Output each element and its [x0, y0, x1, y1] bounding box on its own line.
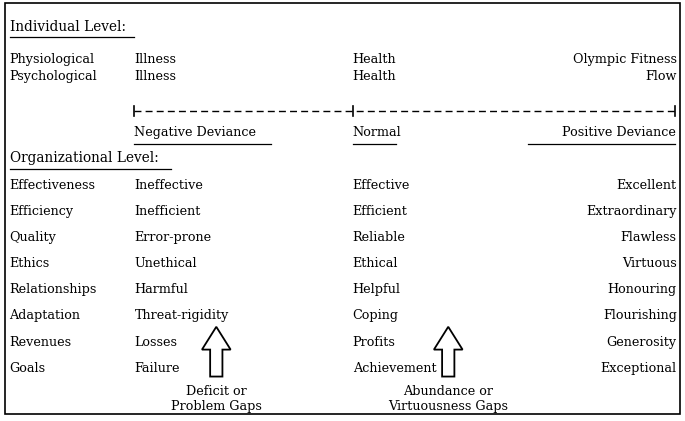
Text: Flow: Flow: [645, 70, 677, 83]
Text: Physiological: Physiological: [10, 53, 95, 66]
Text: Abundance or
Virtuousness Gaps: Abundance or Virtuousness Gaps: [388, 385, 508, 413]
Text: Reliable: Reliable: [353, 231, 406, 244]
Text: Effective: Effective: [353, 179, 410, 192]
Text: Adaptation: Adaptation: [10, 309, 81, 322]
Text: Efficient: Efficient: [353, 205, 408, 218]
Text: Ethics: Ethics: [10, 257, 50, 270]
Text: Ethical: Ethical: [353, 257, 398, 270]
Text: Profits: Profits: [353, 336, 396, 349]
Text: Health: Health: [353, 53, 397, 66]
Text: Error-prone: Error-prone: [134, 231, 212, 244]
Text: Illness: Illness: [134, 53, 177, 66]
FancyBboxPatch shape: [5, 3, 680, 414]
Text: Individual Level:: Individual Level:: [10, 20, 125, 34]
Polygon shape: [434, 327, 462, 376]
Text: Health: Health: [353, 70, 397, 83]
Text: Unethical: Unethical: [134, 257, 197, 270]
Text: Normal: Normal: [353, 126, 401, 139]
Text: Positive Deviance: Positive Deviance: [562, 126, 675, 139]
Text: Deficit or
Problem Gaps: Deficit or Problem Gaps: [171, 385, 262, 413]
Text: Flourishing: Flourishing: [603, 309, 677, 322]
Text: Losses: Losses: [134, 336, 177, 349]
Text: Effectiveness: Effectiveness: [10, 179, 96, 192]
Text: Ineffective: Ineffective: [134, 179, 203, 192]
Text: Coping: Coping: [353, 309, 399, 322]
Text: Helpful: Helpful: [353, 283, 401, 296]
Text: Extraordinary: Extraordinary: [586, 205, 677, 218]
Text: Quality: Quality: [10, 231, 56, 244]
Text: Harmful: Harmful: [134, 283, 188, 296]
Text: Flawless: Flawless: [621, 231, 677, 244]
Text: Achievement: Achievement: [353, 362, 436, 375]
Text: Threat-rigidity: Threat-rigidity: [134, 309, 229, 322]
Text: Revenues: Revenues: [10, 336, 72, 349]
Text: Relationships: Relationships: [10, 283, 97, 296]
Text: Excellent: Excellent: [616, 179, 677, 192]
Text: Virtuous: Virtuous: [622, 257, 677, 270]
Text: Honouring: Honouring: [608, 283, 677, 296]
Text: Olympic Fitness: Olympic Fitness: [573, 53, 677, 66]
Polygon shape: [202, 327, 231, 376]
Text: Generosity: Generosity: [607, 336, 677, 349]
Text: Illness: Illness: [134, 70, 177, 83]
Text: Organizational Level:: Organizational Level:: [10, 152, 158, 165]
Text: Efficiency: Efficiency: [10, 205, 74, 218]
Text: Goals: Goals: [10, 362, 46, 375]
Text: Negative Deviance: Negative Deviance: [134, 126, 256, 139]
Text: Exceptional: Exceptional: [601, 362, 677, 375]
Text: Failure: Failure: [134, 362, 180, 375]
Text: Psychological: Psychological: [10, 70, 97, 83]
Text: Inefficient: Inefficient: [134, 205, 201, 218]
